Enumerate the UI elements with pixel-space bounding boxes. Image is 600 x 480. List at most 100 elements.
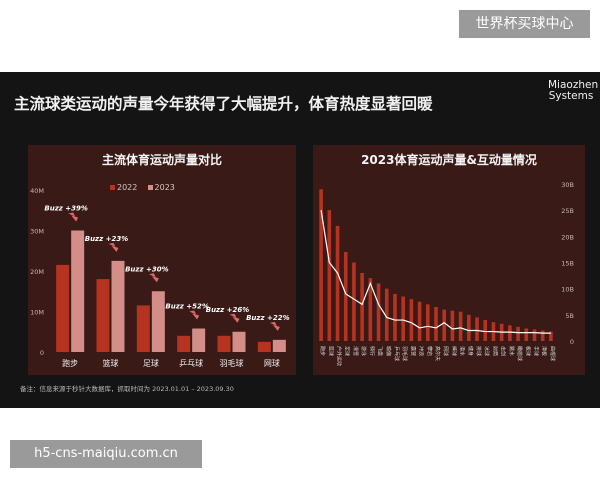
- buzz-annotation: Buzz +52%: [165, 303, 209, 311]
- right-bar: [401, 296, 405, 341]
- right-y-tick-label: 0: [570, 338, 574, 346]
- right-x-tick-label: 乒乓球: [393, 346, 400, 361]
- right-x-tick-label: 棒球: [450, 346, 457, 356]
- right-x-tick-label: 攀岩: [426, 346, 433, 356]
- right-bar: [442, 309, 447, 341]
- right-bar: [483, 320, 488, 341]
- right-x-tick-label: 跳水: [508, 346, 515, 356]
- right-bar: [335, 225, 340, 341]
- bar-2022: [96, 279, 110, 352]
- left-x-tick-label: 足球: [143, 358, 159, 368]
- bar-2022: [136, 305, 150, 352]
- bar-2022: [217, 335, 231, 352]
- right-x-tick-label: 网球: [442, 346, 449, 356]
- buzz-annotation: Buzz +22%: [246, 314, 290, 322]
- right-x-tick-label: 足球: [344, 346, 351, 356]
- right-y-tick-label: 10B: [561, 286, 574, 294]
- right-chart-panel: 2023体育运动声量&互动量情况: [313, 145, 585, 375]
- left-y-tick-label: 10M: [30, 309, 44, 317]
- legend-swatch-2023: [147, 185, 153, 190]
- right-bar: [540, 330, 545, 341]
- buzz-annotation: Buzz +39%: [44, 205, 88, 213]
- right-bar: [508, 325, 512, 341]
- right-bar: [516, 326, 520, 341]
- right-bar: [343, 252, 348, 341]
- right-x-tick-label: 羽毛球: [401, 346, 408, 361]
- right-x-tick-label: 手球: [532, 346, 539, 356]
- footnote: 备注：信息来源于秒针大数据库，抓取时间为 2023.01.01 – 2023.0…: [20, 385, 234, 393]
- right-bar: [524, 328, 529, 341]
- left-y-tick-label: 0: [40, 349, 44, 357]
- right-bar: [393, 293, 397, 341]
- buzz-arrow-icon: [108, 242, 119, 252]
- left-y-tick-label: 40M: [30, 187, 44, 195]
- right-x-tick-label: 滑板: [541, 346, 548, 356]
- right-y-tick-label: 25B: [561, 207, 574, 215]
- left-x-tick-label: 网球: [264, 358, 280, 368]
- legend-label-2022: 2022: [117, 183, 138, 192]
- right-x-tick-label: 户外运动: [336, 346, 343, 366]
- headline: 主流球类运动的声量今年获得了大幅提升，体育热度显著回暖: [14, 95, 433, 113]
- right-y-tick-label: 20B: [561, 233, 574, 241]
- right-x-tick-label: 冲浪: [418, 346, 425, 356]
- watermark-top: 世界杯买球中心: [459, 10, 590, 38]
- right-bar: [467, 314, 471, 341]
- right-x-tick-label: 射箭: [491, 346, 498, 356]
- buzz-annotation: Buzz +30%: [125, 265, 169, 273]
- right-bar: [368, 278, 373, 341]
- right-y-tick-label: 5B: [565, 312, 574, 320]
- buzz-arrow-icon: [68, 212, 79, 222]
- right-bar: [532, 329, 537, 341]
- right-x-tick-label: 游泳: [360, 346, 367, 356]
- legend-label-2023: 2023: [154, 183, 175, 192]
- bar-2023: [151, 291, 165, 352]
- right-y-tick-label: 30B: [561, 181, 574, 189]
- right-x-tick-label: 跑步: [319, 346, 326, 356]
- right-x-tick-label: 潜水: [459, 346, 466, 356]
- interaction-line: [320, 210, 551, 334]
- right-bar: [458, 311, 463, 341]
- right-bar: [327, 210, 332, 341]
- bar-2023: [232, 331, 246, 352]
- right-bar: [549, 331, 553, 341]
- right-x-tick-label: 骑行: [368, 346, 375, 356]
- buzz-arrow-icon: [148, 273, 159, 283]
- right-x-tick-label: 瑜伽: [385, 346, 392, 356]
- right-x-tick-label: 板球: [524, 346, 531, 356]
- bar-2022: [56, 264, 70, 352]
- right-bar: [376, 283, 381, 341]
- right-x-tick-label: 健身: [467, 346, 474, 356]
- right-bar: [434, 306, 438, 341]
- bar-2023: [71, 230, 85, 352]
- bar-2023: [111, 260, 125, 352]
- buzz-arrow-icon: [189, 310, 200, 320]
- right-x-tick-label: 露营: [409, 346, 416, 356]
- right-bar: [450, 310, 455, 341]
- left-x-tick-label: 羽毛球: [220, 358, 244, 368]
- right-bar: [384, 288, 389, 341]
- bar-2023: [272, 339, 286, 352]
- left-chart-title: 主流体育运动声量对比: [101, 153, 222, 167]
- chart-legend: 2022 2023: [110, 183, 175, 192]
- right-x-tick-label: 冰球: [483, 346, 490, 356]
- left-y-tick-label: 20M: [30, 268, 44, 276]
- right-bar: [352, 262, 356, 341]
- left-x-tick-label: 跑步: [62, 359, 78, 368]
- right-chart-title: 2023体育运动声量&互动量情况: [361, 153, 537, 167]
- right-x-tick-label: 击剑: [500, 346, 507, 356]
- left-x-tick-label: 乒乓球: [179, 358, 203, 368]
- bar-2023: [192, 328, 206, 352]
- watermark-bottom: h5-cns-maiqiu.com.cn: [10, 440, 202, 468]
- left-y-tick-label: 30M: [30, 228, 44, 236]
- left-x-tick-label: 篮球: [103, 358, 119, 368]
- bar-2022: [177, 335, 191, 352]
- legend-swatch-2022: [110, 185, 115, 190]
- right-y-tick-label: 15B: [561, 260, 574, 268]
- brand-logo: Miaozhen Systems: [548, 79, 599, 102]
- buzz-arrow-icon: [229, 313, 240, 323]
- buzz-arrow-icon: [269, 321, 280, 331]
- buzz-annotation: Buzz +26%: [206, 306, 250, 314]
- right-x-tick-label: 高尔夫: [434, 346, 441, 361]
- bar-2022: [257, 341, 271, 352]
- right-x-tick-label: 排球: [475, 346, 482, 356]
